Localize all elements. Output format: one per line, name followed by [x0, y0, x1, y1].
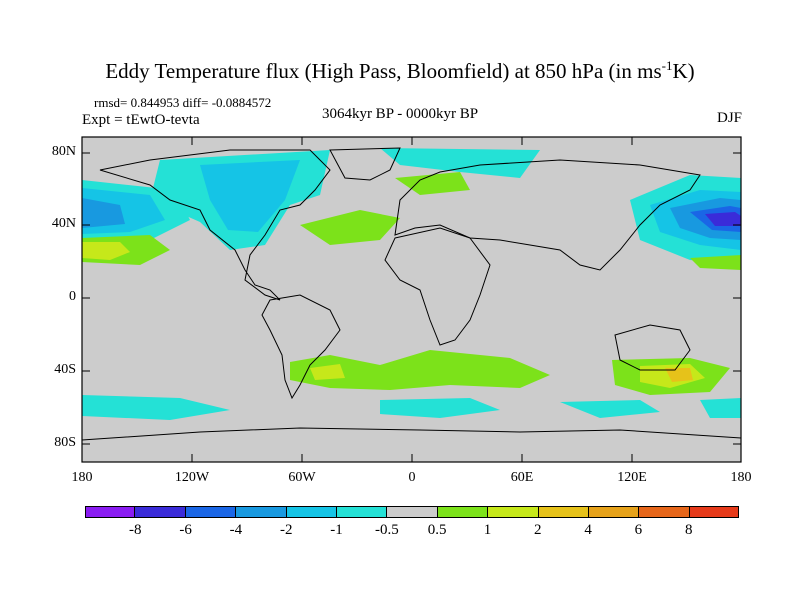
flux-contours: [82, 148, 741, 420]
colorbar-frame: [85, 506, 739, 518]
colorbar-swatch: [689, 506, 740, 518]
colorbar-label: 0.5: [427, 522, 447, 538]
lon-label-180-left: 180: [71, 470, 93, 485]
colorbar-label: -8: [129, 522, 142, 538]
coast-south-america: [261, 294, 341, 400]
colorbar-swatch: [236, 506, 287, 518]
coast-north-america: [99, 149, 331, 301]
lat-label-0: 0: [69, 289, 76, 304]
contour-neg2-north-america: [200, 160, 300, 232]
colorbar-swatch: [336, 506, 388, 518]
colorbar-swatch: [588, 506, 640, 518]
contour-pos-europe: [395, 172, 470, 195]
coast-greenland: [329, 147, 401, 181]
contour-pos3-australia: [665, 368, 693, 382]
colorbar-swatch: [437, 506, 489, 518]
contour-pos-pacific-right: [690, 255, 741, 270]
contour-pos-south-atlantic: [290, 350, 550, 390]
lon-label-60w: 60W: [288, 470, 316, 485]
colorbar-swatch: [286, 506, 337, 518]
colorbar-label: -0.5: [374, 522, 399, 538]
colorbar-swatch: [538, 506, 589, 518]
contour-neg-greenland: [380, 148, 540, 178]
colorbar-swatch: [135, 506, 186, 518]
colorbar-label: 4: [584, 522, 592, 538]
coast-australia: [614, 324, 691, 371]
contour-neg-southern-ocean-1: [82, 395, 230, 420]
contour-neg-southern-ocean-2: [380, 398, 500, 418]
colorbar-swatch: [639, 506, 690, 518]
rmsd-diff-text: rmsd= 0.844953 diff= -0.0884572: [94, 95, 272, 110]
plot-title: Eddy Temperature flux (High Pass, Bloomf…: [105, 58, 695, 83]
colorbar-label: 6: [634, 522, 643, 538]
coast-eurasia: [394, 159, 701, 271]
period-label: 3064kyr BP - 0000kyr BP: [321, 106, 479, 122]
colorbar-swatch: [488, 506, 539, 518]
colorbar: [85, 506, 740, 518]
coast-antarctica: [82, 427, 741, 441]
coastlines: [82, 147, 741, 441]
contour-neg3-pacific-left: [82, 198, 125, 228]
colorbar-label: 1: [483, 522, 492, 538]
axis-ticks: [82, 137, 741, 462]
lon-label-120e: 120E: [617, 470, 647, 485]
experiment-label: Expt = tEwtO-tevta: [82, 112, 200, 128]
contour-neg-southern-ocean-3: [560, 400, 660, 418]
lat-label-80s: 80S: [54, 435, 76, 450]
lat-label-40n: 40N: [51, 216, 76, 231]
lon-label-0: 0: [408, 470, 416, 485]
contour-pos2-south-atlantic: [310, 364, 345, 380]
colorbar-label: -1: [330, 522, 343, 538]
lat-label-40s: 40S: [54, 362, 76, 377]
lon-label-180-right: 180: [730, 470, 752, 485]
lon-label-120w: 120W: [174, 470, 210, 485]
colorbar-swatch: [85, 506, 136, 518]
lat-label-80n: 80N: [51, 144, 76, 159]
colorbar-label: -6: [179, 522, 192, 538]
lon-label-60e: 60E: [510, 470, 534, 485]
colorbar-label: -2: [279, 522, 293, 538]
contour-pos2-pacific-left: [82, 242, 130, 260]
colorbar-swatch: [387, 506, 438, 518]
colorbar-label: -4: [229, 522, 243, 538]
colorbar-swatch: [185, 506, 237, 518]
colorbar-label: 2: [534, 522, 542, 538]
colorbar-label: 8: [684, 522, 693, 538]
contour-neg-southern-ocean-4: [700, 398, 741, 418]
contour-pos-north-atlantic: [300, 210, 400, 245]
season-label: DJF: [716, 110, 742, 126]
contour-neg5-pacific-right: [705, 212, 741, 226]
coast-africa: [384, 227, 491, 346]
